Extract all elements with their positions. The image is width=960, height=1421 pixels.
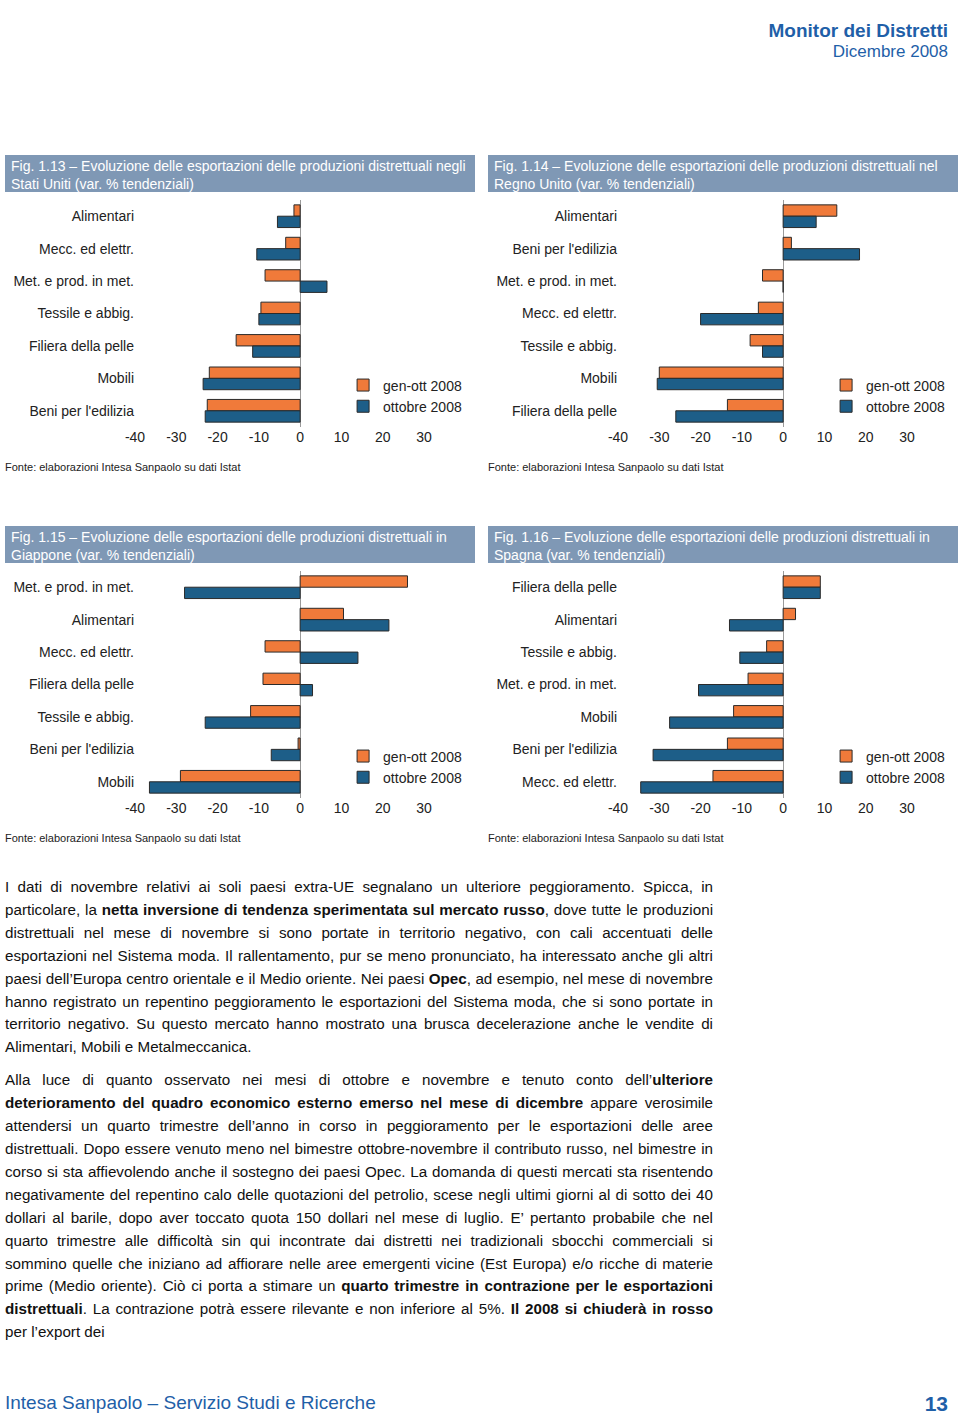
svg-text:Filiera della pelle: Filiera della pelle <box>512 403 617 419</box>
svg-text:30: 30 <box>416 429 432 445</box>
svg-text:-20: -20 <box>690 429 710 445</box>
svg-text:10: 10 <box>817 800 833 816</box>
html-text:Fig. 1.16 – Evoluzione delle e: Fig. 1.16 – Evoluzione delle esportazion… <box>494 529 930 563</box>
svg-text:Alimentari: Alimentari <box>555 612 617 628</box>
svg-text:-30: -30 <box>166 800 186 816</box>
html-text:Fig. 1.15 – Evoluzione delle e: Fig. 1.15 – Evoluzione delle esportazion… <box>11 529 447 563</box>
svg-text:20: 20 <box>858 800 874 816</box>
svg-text:20: 20 <box>375 429 391 445</box>
svg-text:Met. e prod. in met.: Met. e prod. in met. <box>496 676 617 692</box>
html-text:Fonte: elaborazioni Intesa San: Fonte: elaborazioni Intesa Sanpaolo su d… <box>5 461 241 473</box>
svg-text:0: 0 <box>296 429 304 445</box>
svg-text:Met. e prod. in met.: Met. e prod. in met. <box>13 273 134 289</box>
svg-text:-10: -10 <box>249 429 269 445</box>
svg-text:-10: -10 <box>732 429 752 445</box>
svg-text:30: 30 <box>899 429 915 445</box>
svg-text:ottobre 2008: ottobre 2008 <box>866 399 945 415</box>
svg-text:-30: -30 <box>649 429 669 445</box>
svg-text:-40: -40 <box>608 429 628 445</box>
svg-text:ottobre 2008: ottobre 2008 <box>866 770 945 786</box>
svg-text:gen-ott 2008: gen-ott 2008 <box>866 749 945 765</box>
svg-text:Mobili: Mobili <box>580 370 617 386</box>
svg-text:Filiera della pelle: Filiera della pelle <box>512 579 617 595</box>
svg-text:20: 20 <box>858 429 874 445</box>
svg-text:Tessile e abbig.: Tessile e abbig. <box>37 709 134 725</box>
svg-text:Met. e prod. in met.: Met. e prod. in met. <box>496 273 617 289</box>
html-text:Monitor dei Distretti: Monitor dei Distretti <box>768 20 948 41</box>
svg-text:-10: -10 <box>732 800 752 816</box>
svg-text:10: 10 <box>334 429 350 445</box>
svg-text:Alimentari: Alimentari <box>72 208 134 224</box>
svg-text:Met. e prod. in met.: Met. e prod. in met. <box>13 579 134 595</box>
svg-text:Mobili: Mobili <box>97 774 134 790</box>
svg-text:Mecc. ed elettr.: Mecc. ed elettr. <box>39 241 134 257</box>
html-text:Dicembre 2008: Dicembre 2008 <box>832 42 948 61</box>
svg-text:-40: -40 <box>125 429 145 445</box>
svg-text:-20: -20 <box>207 429 227 445</box>
svg-text:-20: -20 <box>207 800 227 816</box>
svg-text:Filiera della pelle: Filiera della pelle <box>29 676 134 692</box>
svg-text:gen-ott 2008: gen-ott 2008 <box>383 749 462 765</box>
svg-text:30: 30 <box>899 800 915 816</box>
svg-text:-30: -30 <box>166 429 186 445</box>
svg-text:ottobre 2008: ottobre 2008 <box>383 399 462 415</box>
svg-text:gen-ott 2008: gen-ott 2008 <box>383 378 462 394</box>
svg-text:Mobili: Mobili <box>580 709 617 725</box>
svg-text:Mecc. ed elettr.: Mecc. ed elettr. <box>522 774 617 790</box>
svg-text:Filiera della pelle: Filiera della pelle <box>29 338 134 354</box>
svg-text:Alimentari: Alimentari <box>72 612 134 628</box>
html-text:Intesa Sanpaolo – Servizio Stu: Intesa Sanpaolo – Servizio Studi e Ricer… <box>5 1392 376 1413</box>
svg-text:-40: -40 <box>125 800 145 816</box>
svg-text:Tessile e abbig.: Tessile e abbig. <box>520 338 617 354</box>
svg-text:0: 0 <box>779 429 787 445</box>
html-text:13: 13 <box>924 1392 948 1415</box>
svg-text:Tessile e abbig.: Tessile e abbig. <box>37 305 134 321</box>
svg-text:Tessile e abbig.: Tessile e abbig. <box>520 644 617 660</box>
html-text:Fig. 1.14 – Evoluzione delle e: Fig. 1.14 – Evoluzione delle esportazion… <box>494 158 938 192</box>
html-text:Fonte: elaborazioni Intesa San: Fonte: elaborazioni Intesa Sanpaolo su d… <box>5 832 241 844</box>
html-text:per l’export dei: per l’export dei <box>5 1323 105 1341</box>
svg-text:-40: -40 <box>608 800 628 816</box>
svg-text:Beni per l'edilizia: Beni per l'edilizia <box>29 741 134 757</box>
svg-text:Beni per l'edilizia: Beni per l'edilizia <box>29 403 134 419</box>
svg-text:10: 10 <box>817 429 833 445</box>
svg-text:20: 20 <box>375 800 391 816</box>
svg-text:Mecc. ed elettr.: Mecc. ed elettr. <box>522 305 617 321</box>
svg-text:Alimentari: Alimentari <box>555 208 617 224</box>
html-text:Fonte: elaborazioni Intesa San: Fonte: elaborazioni Intesa Sanpaolo su d… <box>488 461 724 473</box>
svg-text:gen-ott 2008: gen-ott 2008 <box>866 378 945 394</box>
svg-text:0: 0 <box>779 800 787 816</box>
html-text:Alla luce di quanto osservato: Alla luce di quanto osservato nei mesi d… <box>5 1071 713 1318</box>
svg-text:-10: -10 <box>249 800 269 816</box>
svg-text:30: 30 <box>416 800 432 816</box>
svg-text:-30: -30 <box>649 800 669 816</box>
html-text:I dati di novembre relativi ai: I dati di novembre relativi ai soli paes… <box>5 878 713 1056</box>
svg-text:Mecc. ed elettr.: Mecc. ed elettr. <box>39 644 134 660</box>
svg-text:Beni per l'edilizia: Beni per l'edilizia <box>512 741 617 757</box>
svg-text:0: 0 <box>296 800 304 816</box>
svg-text:-20: -20 <box>690 800 710 816</box>
svg-text:ottobre 2008: ottobre 2008 <box>383 770 462 786</box>
html-text:Fonte: elaborazioni Intesa San: Fonte: elaborazioni Intesa Sanpaolo su d… <box>488 832 724 844</box>
html-text:Fig. 1.13 – Evoluzione delle e: Fig. 1.13 – Evoluzione delle esportazion… <box>11 158 466 192</box>
svg-text:10: 10 <box>334 800 350 816</box>
svg-text:Beni per l'edilizia: Beni per l'edilizia <box>512 241 617 257</box>
svg-text:Mobili: Mobili <box>97 370 134 386</box>
